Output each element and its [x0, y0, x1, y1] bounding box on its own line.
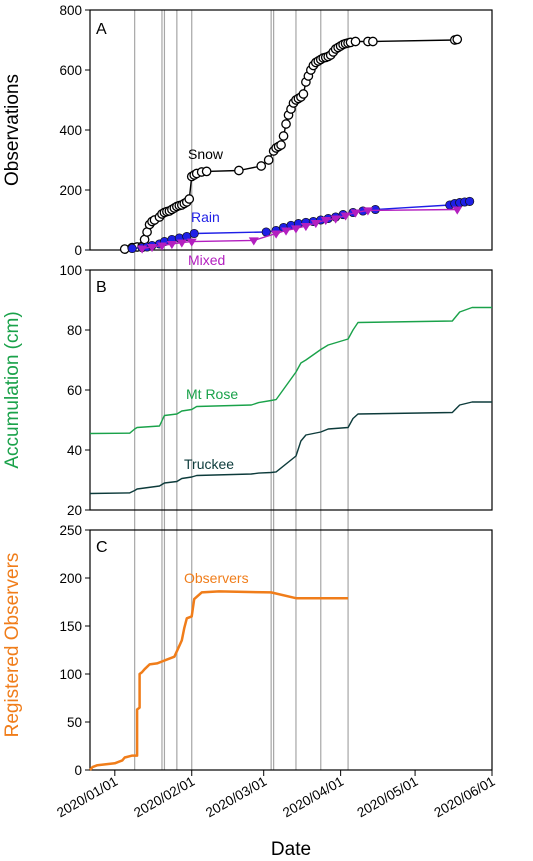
- mixed-point-17: [452, 206, 463, 215]
- panel-a-y-ticks: 0 200 400 600 800: [59, 3, 493, 258]
- panel-b-series: [89, 306, 492, 495]
- panel-c-y-ticks: 0 50 100 150 200 250: [59, 523, 493, 778]
- panel-c: 0 50 100 150 200 250 C Observers Registered O…: [2, 523, 493, 778]
- snow-point-27: [234, 165, 244, 176]
- mixed-point-8: [280, 227, 292, 236]
- panel-a-y-tick-label-4: 800: [59, 3, 82, 18]
- mixed-point-1: [146, 244, 158, 253]
- panel-c-y-tick-label-0: 0: [74, 763, 82, 778]
- x-tick-label-1: 2020/02/01: [131, 774, 197, 821]
- event-lines: [134, 10, 349, 770]
- panel-b-y-ticks: 20 40 60 80 100: [59, 263, 493, 518]
- truckee-label: Truckee: [184, 456, 234, 472]
- panel-a-y-tick-label-3: 600: [59, 63, 82, 78]
- snow-point-26: [201, 166, 212, 177]
- rain-label: Rain: [191, 209, 220, 225]
- mixed-point-3: [166, 241, 177, 250]
- rain-point-28: [465, 196, 475, 206]
- mixed-point-16: [362, 207, 373, 216]
- truckee-line: [89, 401, 492, 495]
- panel-b-frame: [89, 269, 493, 511]
- mixed-point-14: [340, 212, 351, 221]
- mixed-point-4: [176, 239, 187, 248]
- panel-a-letter: A: [96, 21, 107, 38]
- mixed-point-13: [330, 215, 341, 224]
- snow-line: [124, 38, 458, 250]
- panel-a-y-axis-label: Observations: [2, 74, 23, 186]
- panel-c-y-tick-label-3: 150: [59, 619, 82, 634]
- panel-c-y-tick-label-5: 250: [59, 523, 82, 538]
- rain-point-23: [370, 204, 380, 215]
- panel-b-y-tick-label-3: 80: [67, 323, 82, 338]
- snow-point-34: [278, 131, 289, 141]
- mixed-point-6: [248, 237, 259, 246]
- mixed-label: Mixed: [188, 252, 225, 268]
- x-axis: 2020/01/01 2020/02/01 2020/03/01 2020/04/01…: [54, 770, 498, 821]
- panel-b: 20 40 60 80 100 B Mt Rose Truckee Accumulati…: [2, 263, 493, 518]
- panel-c-y-tick-label-1: 50: [67, 715, 82, 730]
- x-tick-label-2: 2020/03/01: [203, 774, 269, 821]
- snow-point-42: [298, 89, 309, 99]
- panel-c-y-tick-label-2: 100: [59, 667, 82, 682]
- panel-b-y-tick-label-0: 20: [67, 503, 82, 518]
- panel-a-y-tick-label-2: 400: [59, 123, 82, 138]
- panel-c-letter: C: [96, 539, 108, 556]
- mt-rose-label: Mt Rose: [186, 386, 238, 402]
- x-axis-label: Date: [271, 839, 311, 860]
- mixed-point-5: [186, 238, 197, 247]
- observers-label: Observers: [184, 570, 249, 586]
- snow-label: Snow: [188, 146, 224, 162]
- snow-point-64: [368, 36, 378, 47]
- snow-point-66: [452, 34, 463, 45]
- snow-point-62: [350, 36, 361, 47]
- x-tick-label-0: 2020/01/01: [54, 774, 120, 821]
- snow-point-35: [281, 119, 291, 129]
- mixed-point-11: [310, 220, 321, 229]
- snow-point-33: [276, 140, 286, 150]
- rain-point-9: [189, 228, 199, 239]
- panel-b-letter: B: [96, 279, 107, 296]
- mt-rose-line: [89, 306, 492, 435]
- panel-a: 0 200 400 600 800 A Snow Rain Mixed Observat…: [2, 3, 493, 268]
- panel-a-series: [119, 34, 475, 254]
- mixed-point-0: [137, 245, 148, 254]
- mixed-point-7: [271, 230, 282, 239]
- panel-a-frame: [89, 9, 493, 251]
- panel-b-y-axis-label: Accumulation (cm): [2, 311, 23, 468]
- observers-line: [89, 590, 349, 771]
- snow-point-21: [184, 194, 195, 204]
- mixed-point-9: [290, 225, 302, 234]
- panel-b-y-tick-label-1: 40: [67, 443, 82, 458]
- mixed-point-12: [320, 217, 331, 226]
- panel-a-y-tick-label-0: 0: [74, 243, 82, 258]
- x-tick-label-3: 2020/04/01: [280, 774, 346, 821]
- snow-point-29: [263, 155, 274, 165]
- mixed-point-10: [300, 223, 311, 232]
- x-tick-label-5: 2020/06/01: [431, 774, 497, 821]
- panel-c-y-tick-label-4: 200: [59, 571, 82, 586]
- panel-c-frame: [89, 529, 493, 771]
- panel-c-series: [89, 590, 349, 771]
- x-tick-label-4: 2020/05/01: [355, 774, 421, 821]
- panel-b-y-tick-label-2: 60: [67, 383, 82, 398]
- panel-a-y-tick-label-1: 200: [59, 183, 82, 198]
- mixed-point-15: [350, 209, 361, 218]
- mixed-point-2: [156, 242, 168, 251]
- panel-c-y-axis-label: Registered Observers: [2, 553, 23, 738]
- snow-point-28: [256, 161, 267, 171]
- panel-b-y-tick-label-4: 100: [59, 263, 82, 278]
- rain-point-0: [127, 243, 137, 254]
